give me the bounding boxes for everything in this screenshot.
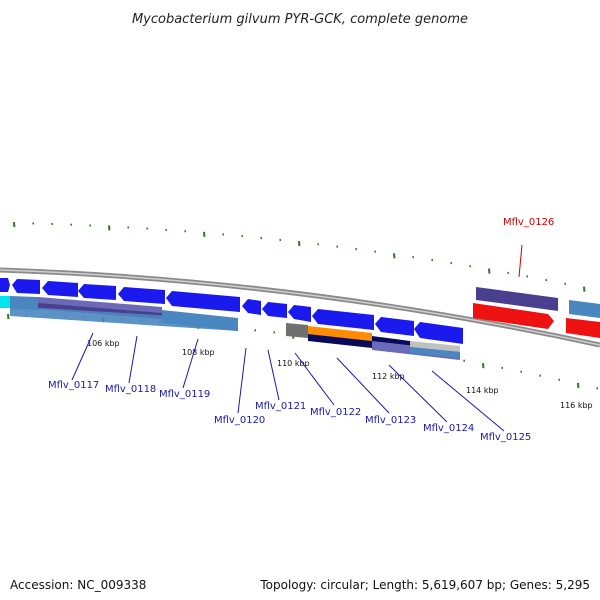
genome-summary-text: Topology: circular; Length: 5,619,607 bp…	[260, 578, 590, 592]
gene-band-cyan[interactable]	[0, 296, 10, 308]
gene-band-orange[interactable]	[308, 326, 372, 341]
gene-labels: Mflv_0117 Mflv_0118 Mflv_0119 Mflv_0120 …	[48, 217, 554, 443]
gene-arrow[interactable]	[375, 317, 414, 336]
gene-arrow[interactable]	[118, 287, 165, 304]
gene-label-highlight[interactable]: Mflv_0126	[503, 217, 554, 228]
gene-arrow[interactable]	[166, 291, 240, 312]
gene-arrow[interactable]	[242, 299, 261, 315]
feature-bands	[0, 296, 460, 360]
gene-arrow[interactable]	[42, 281, 78, 297]
scale-label: 110 kbp	[277, 359, 310, 368]
gene-band-gray[interactable]	[286, 323, 308, 338]
gene-arrow[interactable]	[78, 284, 116, 300]
gene-label[interactable]: Mflv_0121	[255, 401, 306, 412]
gene-label[interactable]: Mflv_0125	[480, 432, 531, 443]
gene-band-gray-light[interactable]	[410, 341, 460, 352]
scale-label: 112 kbp	[372, 372, 405, 381]
gene-band-steel[interactable]	[410, 347, 460, 358]
gene-band-purple[interactable]	[476, 287, 558, 311]
scale-label: 108 kbp	[182, 348, 215, 357]
gene-arrow[interactable]	[288, 305, 311, 322]
gene-band-steel[interactable]	[162, 310, 238, 331]
gene-arrow[interactable]	[414, 322, 463, 344]
gene-arrow[interactable]	[12, 279, 40, 294]
scale-label: 114 kbp	[466, 386, 499, 395]
gene-label[interactable]: Mflv_0123	[365, 415, 416, 426]
gene-arrow-red[interactable]	[473, 303, 554, 329]
forward-genes	[0, 278, 463, 344]
accession-text: Accession: NC_009338	[10, 578, 147, 592]
scale-label: 106 kbp	[87, 339, 120, 348]
scale-labels: 106 kbp 108 kbp 110 kbp 112 kbp 114 kbp …	[87, 339, 593, 410]
gene-band-navy[interactable]	[308, 334, 372, 348]
scale-label: 116 kbp	[560, 401, 593, 410]
gene-label[interactable]: Mflv_0124	[423, 423, 474, 434]
gene-label[interactable]: Mflv_0119	[159, 389, 210, 400]
gene-band-steel[interactable]	[569, 300, 600, 318]
gene-label[interactable]: Mflv_0122	[310, 407, 361, 418]
gene-label[interactable]: Mflv_0120	[214, 415, 265, 426]
gene-label[interactable]: Mflv_0117	[48, 380, 99, 391]
gene-arrow[interactable]	[312, 309, 374, 330]
gene-arrow[interactable]	[0, 278, 10, 292]
gene-arrow-red[interactable]	[566, 318, 600, 338]
mflv-0126-cluster	[473, 287, 600, 338]
outer-tick-marks	[13, 221, 586, 292]
gene-arrow[interactable]	[262, 302, 287, 318]
backbone-highlight	[0, 269, 600, 346]
label-leader-lines	[71, 244, 523, 432]
gene-label[interactable]: Mflv_0118	[105, 384, 156, 395]
map-title: Mycobacterium gilvum PYR-GCK, complete g…	[132, 12, 468, 27]
